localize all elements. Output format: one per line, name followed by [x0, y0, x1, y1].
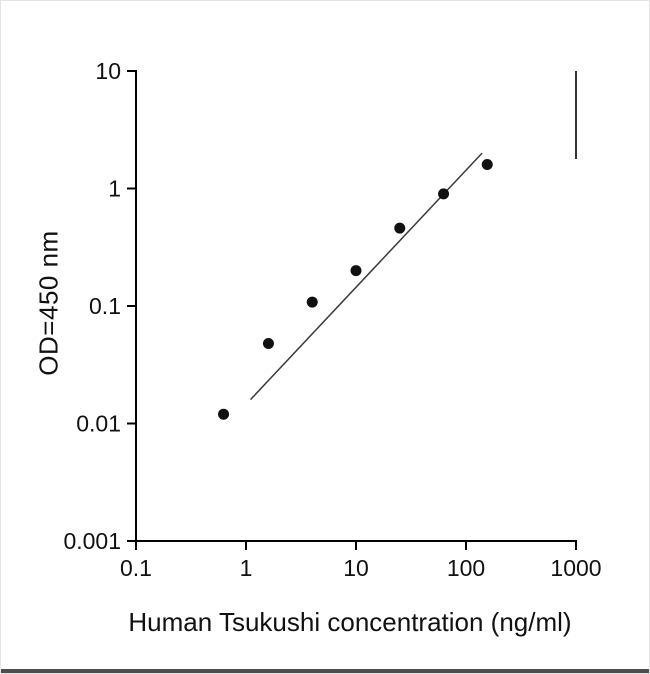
x-tick-label: 1: [240, 555, 253, 581]
y-tick-label: 0.01: [76, 411, 121, 437]
bottom-border-line: [1, 669, 649, 673]
x-tick-label: 1000: [550, 555, 601, 581]
y-tick-label: 1: [108, 176, 121, 202]
y-tick-label: 0.001: [63, 528, 121, 554]
data-point: [481, 159, 493, 171]
x-tick-label: 10: [343, 555, 369, 581]
x-tick-label: 0.1: [120, 555, 152, 581]
x-axis-title: Human Tsukushi concentration (ng/ml): [128, 607, 572, 637]
scatter-plot: 0.1 1 10 100 1000 10 1 0.1 0.01 0.001: [63, 58, 601, 581]
data-point: [218, 408, 230, 420]
y-tick-label: 10: [95, 58, 121, 84]
data-point: [350, 265, 362, 277]
data-point: [306, 296, 318, 308]
y-axis-title: OD=450 nm: [33, 230, 64, 376]
data-point: [262, 337, 274, 349]
data-point: [394, 222, 406, 234]
y-tick-label: 0.1: [89, 293, 121, 319]
x-tick-label: 100: [447, 555, 485, 581]
data-point: [438, 188, 450, 200]
